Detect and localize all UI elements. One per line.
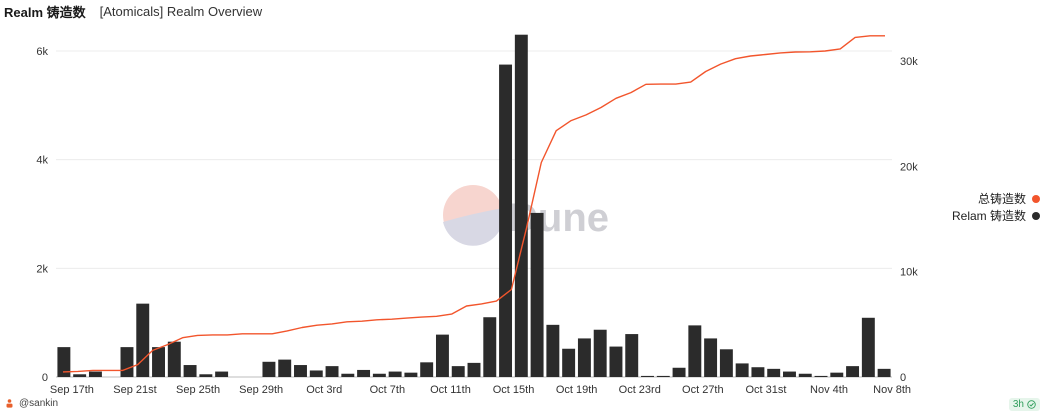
bar — [451, 366, 465, 377]
y-left-tick-label: 2k — [36, 263, 48, 275]
y-left-tick-label: 6k — [36, 46, 48, 58]
bar — [861, 317, 875, 377]
bar — [625, 334, 639, 377]
bar — [546, 324, 560, 377]
x-tick-label: Oct 31st — [745, 384, 786, 395]
x-tick-label: Oct 11th — [430, 384, 471, 395]
bar — [672, 367, 686, 377]
bar — [877, 368, 891, 377]
refresh-time: 3h — [1012, 399, 1024, 410]
legend-dot-realm-icon — [1032, 211, 1040, 220]
legend-label-realm: Relam 铸造数 — [951, 209, 1026, 223]
bar — [688, 325, 702, 377]
bar — [120, 347, 134, 377]
bar — [278, 359, 292, 377]
user-icon — [6, 399, 13, 408]
bar — [656, 375, 670, 377]
bar — [357, 369, 371, 377]
x-tick-label: Nov 8th — [873, 384, 911, 395]
bar — [514, 34, 528, 377]
bar — [420, 362, 434, 377]
chart-header: Realm 铸造数 [Atomicals] Realm Overview — [4, 2, 262, 20]
author-name: @sankin — [19, 398, 59, 409]
bar — [136, 303, 150, 377]
bar — [199, 374, 213, 377]
bar — [609, 346, 623, 377]
bar — [704, 338, 718, 377]
y-right-tick-label: 10k — [900, 267, 918, 279]
y-left-tick-label: 0 — [42, 372, 48, 384]
bar — [767, 368, 781, 377]
bar — [562, 348, 576, 377]
bar — [846, 366, 860, 377]
x-tick-label: Oct 23rd — [619, 384, 661, 395]
bar — [814, 375, 828, 377]
bar — [593, 329, 607, 377]
x-tick-label: Oct 3rd — [306, 384, 342, 395]
bar — [294, 365, 307, 377]
chart-title: Realm 铸造数 — [4, 4, 86, 20]
bar — [167, 341, 181, 377]
total-line — [62, 35, 885, 373]
x-tick-label: Sep 21st — [113, 384, 156, 395]
bar — [404, 372, 418, 377]
x-tick-label: Sep 17th — [50, 384, 94, 395]
bar — [57, 347, 71, 377]
bar — [719, 349, 733, 377]
author-credit[interactable]: @sankin — [6, 398, 58, 409]
bar — [309, 370, 323, 377]
bar — [830, 372, 844, 377]
legend-dot-total-icon — [1032, 194, 1040, 203]
x-tick-label: Sep 25th — [176, 384, 220, 395]
x-tick-label: Oct 19th — [556, 384, 598, 395]
x-tick-label: Oct 7th — [370, 384, 405, 395]
legend-item-realm[interactable]: Relam 铸造数 — [952, 207, 1040, 224]
bar — [262, 361, 276, 377]
bar — [783, 371, 796, 377]
chart-subtitle: [Atomicals] Realm Overview — [99, 3, 263, 19]
y-right-tick-label: 0 — [900, 372, 906, 384]
y-left-tick-label: 4k — [36, 155, 48, 167]
line-series — [62, 35, 885, 373]
bar — [530, 212, 544, 377]
bar — [641, 375, 654, 377]
legend: 总铸造数 Relam 铸造数 — [952, 190, 1040, 224]
x-tick-label: Oct 27th — [682, 384, 724, 395]
bar — [372, 373, 386, 377]
legend-label-total: 总铸造数 — [977, 192, 1026, 206]
bar — [735, 363, 749, 377]
x-tick-label: Oct 15th — [493, 384, 535, 395]
refresh-badge[interactable]: 3h — [1008, 398, 1040, 411]
bar — [388, 371, 402, 377]
bar — [152, 347, 165, 377]
bar — [183, 365, 197, 377]
x-tick-label: Nov 4th — [810, 384, 848, 395]
bar — [435, 334, 449, 377]
bar — [88, 371, 102, 377]
bar — [73, 374, 87, 377]
bar — [499, 64, 513, 377]
y-right-tick-label: 20k — [900, 161, 918, 173]
watermark-logo-shade — [443, 208, 504, 246]
axis-labels: 0 2k 4k 6k 0 10k 20k 30k Sep 17th Sep 21st Sep 25t… — [36, 46, 918, 395]
x-tick-label: Sep 29th — [239, 384, 283, 395]
y-right-tick-label: 30k — [900, 56, 918, 68]
bar-series — [57, 34, 891, 377]
bar — [215, 371, 229, 377]
bar — [798, 373, 812, 377]
bar — [577, 338, 591, 377]
bar — [751, 367, 765, 377]
bar — [325, 366, 339, 377]
bar — [467, 362, 481, 377]
check-circle-icon — [1027, 400, 1036, 409]
legend-item-total[interactable]: 总铸造数 — [952, 190, 1040, 207]
bar — [341, 373, 355, 377]
bar — [483, 317, 497, 377]
